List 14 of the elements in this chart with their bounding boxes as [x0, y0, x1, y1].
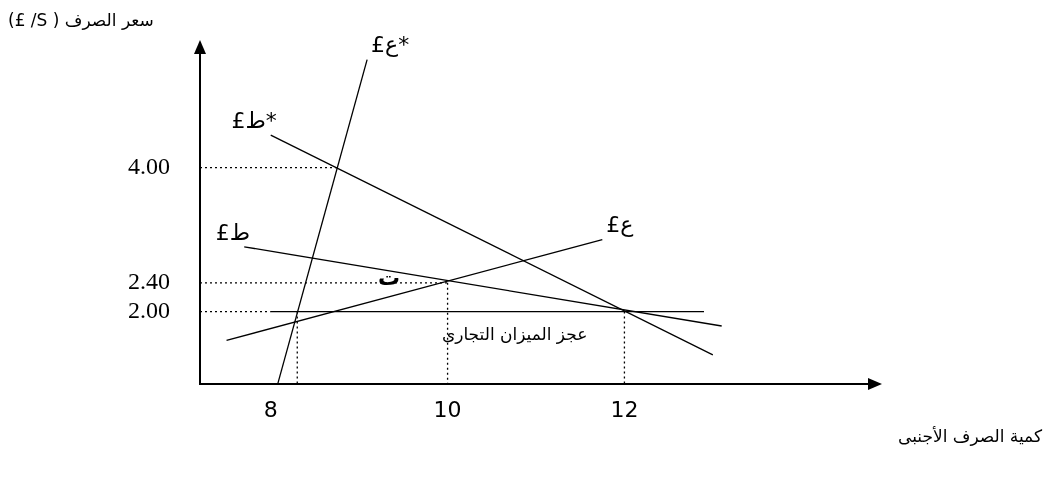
x-tick-label: 10 — [433, 396, 462, 422]
x-axis-title: كمية الصرف الأجنبى — [898, 426, 1042, 446]
annotation: عجز الميزان التجارى — [441, 323, 588, 344]
x-tick-label: 8 — [263, 396, 278, 422]
annotation: ت — [378, 265, 401, 291]
y-tick-label: 2.00 — [128, 296, 170, 323]
y-tick-label: 4.00 — [128, 152, 170, 179]
series-label: £ط* — [231, 107, 277, 133]
series-label: £ع — [606, 212, 634, 238]
y-tick-label: 2.40 — [128, 268, 170, 295]
x-tick-label: 12 — [610, 396, 639, 422]
series-label: £ط — [215, 219, 251, 245]
series-label: £ع* — [371, 32, 410, 58]
y-axis-title: سعر الصرف ( S/ £) — [8, 10, 154, 30]
